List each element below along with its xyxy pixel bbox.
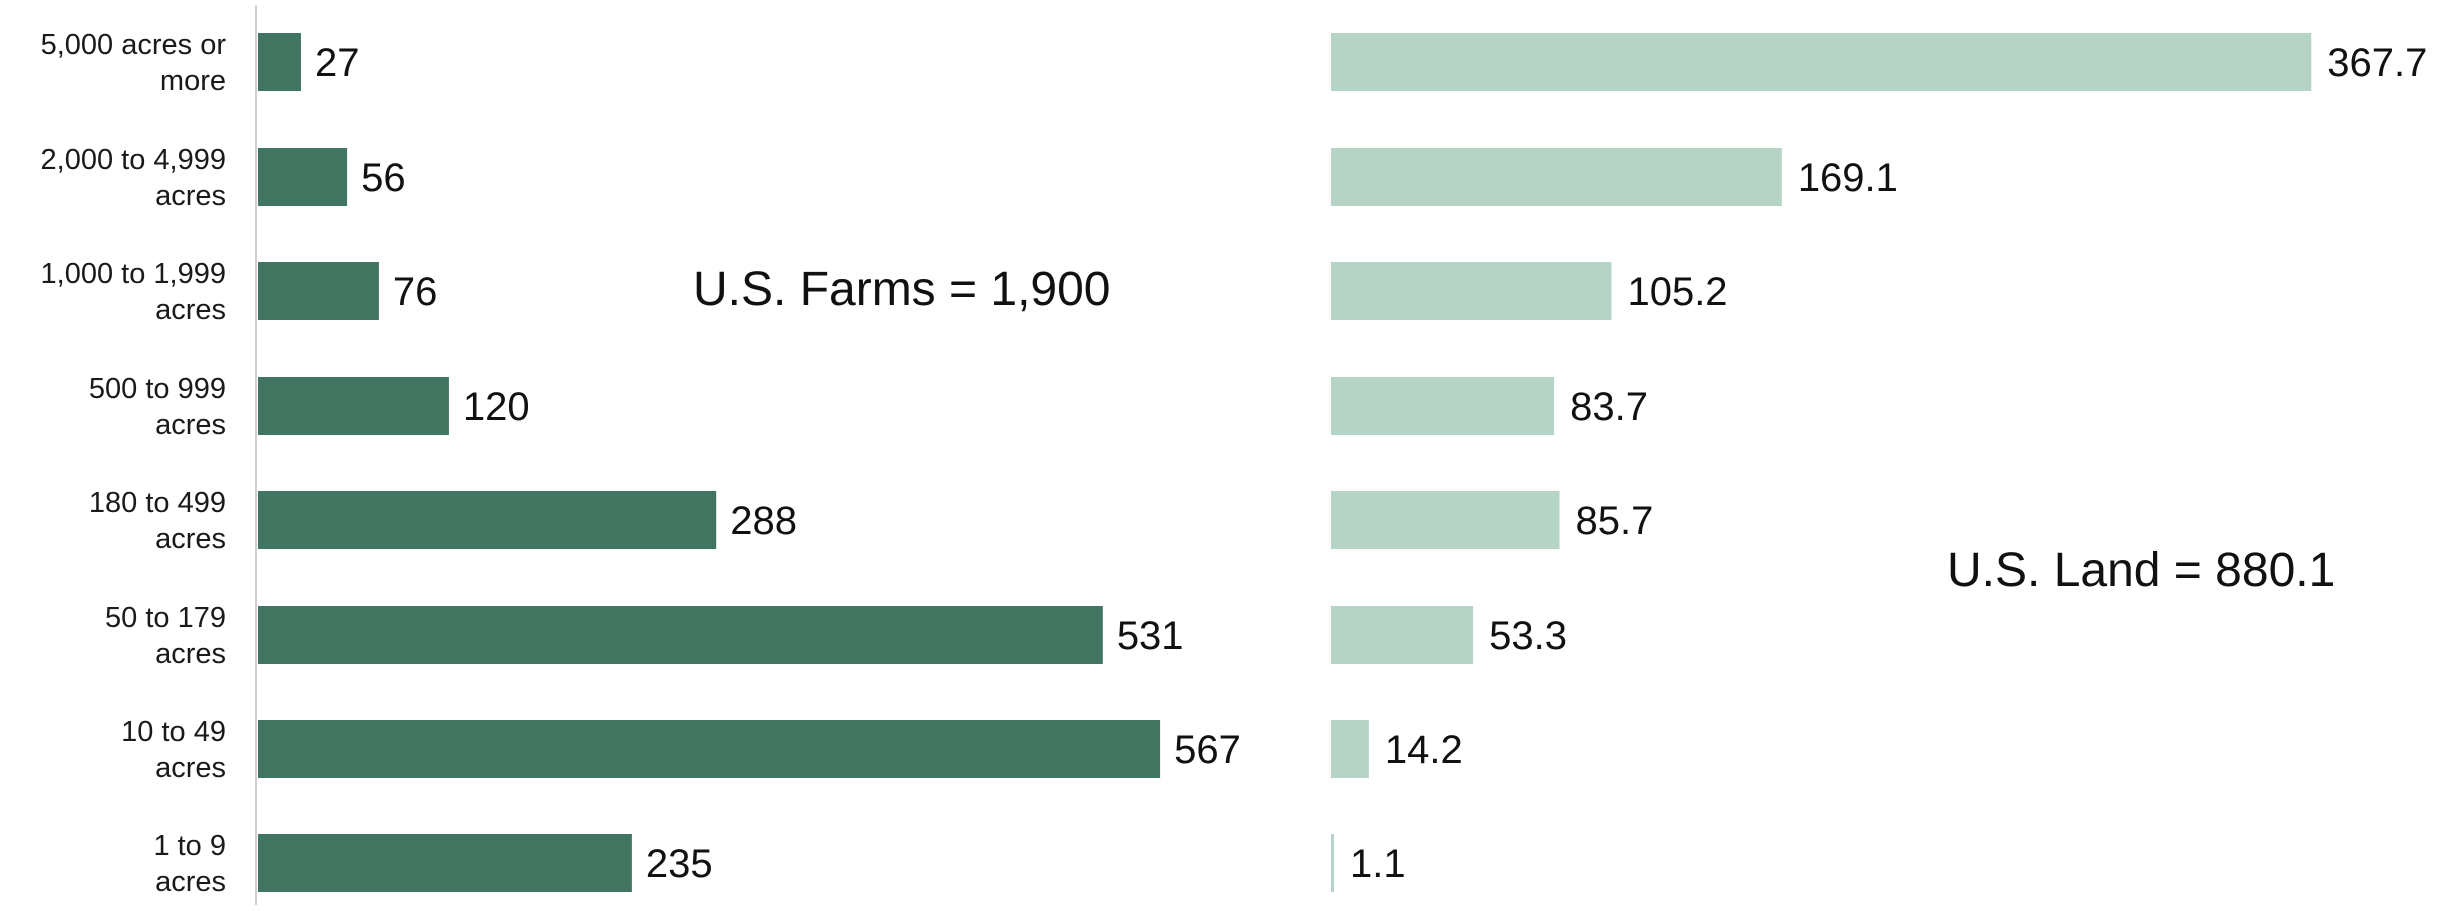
category-label-line: acres [155,523,226,555]
land-bar [1331,720,1369,778]
land-total-annotation: U.S. Land = 880.1 [1947,544,2335,597]
farms-value-label: 567 [1174,728,1241,772]
land-bar [1331,834,1334,892]
land-bar [1331,606,1474,664]
land-value-label: 85.7 [1575,499,1653,543]
farms-bar [258,720,1161,778]
category-label-line: acres [155,409,226,441]
category-label-line: acres [155,638,226,670]
farms-bar [258,491,717,549]
category-label: 500 to 999 acres [89,373,226,441]
category-label-line: 180 to 499 [89,487,226,519]
land-bar-chart: 367.7 169.1 105.2 83.7 85.7 53.3 14.2 1.1 [1331,33,2427,892]
farms-total-annotation: U.S. Farms = 1,900 [693,263,1111,316]
farms-bar [258,834,632,892]
category-label: 1,000 to 1,999 acres [41,258,226,326]
category-label-line: acres [155,294,226,326]
farms-bar [258,377,449,435]
farms-bar [258,606,1103,664]
farms-value-label: 76 [393,270,438,314]
category-label: 1 to 9 acres [153,830,226,898]
category-label-line: 500 to 999 [89,373,226,405]
land-bar [1331,377,1555,435]
category-label: 2,000 to 4,999 acres [41,144,226,212]
category-label-line: 1,000 to 1,999 [41,258,226,290]
land-bar [1331,33,2312,91]
category-label-line: 5,000 acres or [41,29,227,61]
farms-value-label: 531 [1117,614,1184,658]
farms-value-label: 288 [730,499,797,543]
category-label-line: more [160,65,226,97]
land-value-label: 53.3 [1489,614,1567,658]
farms-value-label: 56 [361,156,406,200]
category-label: 180 to 499 acres [89,487,226,555]
land-value-label: 169.1 [1798,156,1898,200]
farms-bar [258,33,301,91]
farms-value-label: 27 [315,41,360,85]
land-value-label: 105.2 [1627,270,1727,314]
farms-bar-chart: 27 56 76 120 288 531 567 235 [258,33,1241,892]
farms-bar [258,148,348,206]
category-label-line: 2,000 to 4,999 [41,144,226,176]
farms-value-label: 235 [646,842,713,886]
category-label-line: 1 to 9 [153,830,226,862]
land-bar [1331,262,1612,320]
land-value-label: 367.7 [2327,41,2427,85]
category-label: 50 to 179 acres [105,602,226,670]
farms-value-label: 120 [463,385,530,429]
category-label: 5,000 acres or more [41,29,227,97]
category-label-line: 50 to 179 [105,602,226,634]
land-bar [1331,148,1782,206]
land-value-label: 14.2 [1385,728,1463,772]
category-label-line: 10 to 49 [121,716,226,748]
category-label-line: acres [155,180,226,212]
land-value-label: 1.1 [1350,842,1406,886]
land-bar [1331,491,1560,549]
land-value-label: 83.7 [1570,385,1648,429]
category-label: 10 to 49 acres [121,716,226,784]
category-label-line: acres [155,866,226,898]
category-label-line: acres [155,752,226,784]
farms-bar [258,262,379,320]
